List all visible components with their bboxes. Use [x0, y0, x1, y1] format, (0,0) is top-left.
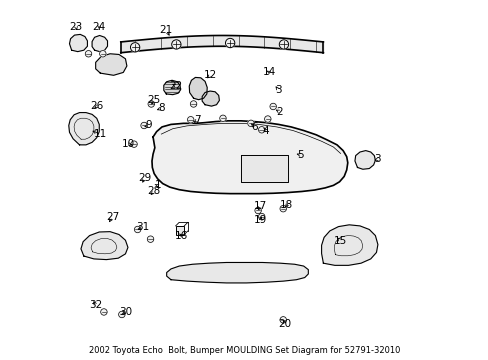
- Polygon shape: [69, 113, 99, 145]
- Circle shape: [280, 206, 286, 212]
- Circle shape: [100, 50, 106, 57]
- Text: 12: 12: [203, 70, 217, 80]
- Circle shape: [187, 117, 194, 123]
- Circle shape: [119, 311, 125, 318]
- Text: 30: 30: [119, 307, 132, 317]
- Polygon shape: [166, 262, 308, 283]
- Circle shape: [171, 40, 181, 49]
- Circle shape: [101, 309, 107, 315]
- Text: 26: 26: [90, 102, 103, 112]
- Text: 14: 14: [263, 67, 276, 77]
- Text: 1: 1: [154, 180, 161, 190]
- Text: 2: 2: [276, 107, 283, 117]
- Polygon shape: [96, 54, 126, 75]
- Polygon shape: [163, 80, 180, 95]
- Circle shape: [269, 103, 276, 110]
- Circle shape: [130, 42, 140, 52]
- Polygon shape: [92, 36, 107, 51]
- Text: 31: 31: [135, 222, 149, 232]
- Text: 18: 18: [280, 200, 293, 210]
- Circle shape: [141, 122, 147, 129]
- Circle shape: [225, 39, 234, 48]
- Circle shape: [258, 213, 264, 220]
- Text: 28: 28: [147, 186, 161, 197]
- Text: 27: 27: [106, 212, 119, 221]
- Text: 15: 15: [333, 236, 346, 246]
- Text: 7: 7: [194, 115, 201, 125]
- Circle shape: [280, 317, 286, 323]
- Circle shape: [264, 116, 270, 122]
- Text: 23: 23: [69, 22, 82, 32]
- Text: 20: 20: [278, 319, 291, 329]
- Text: 29: 29: [138, 173, 151, 183]
- Text: 2002 Toyota Echo  Bolt, Bumper MOULDING Set Diagram for 52791-32010: 2002 Toyota Echo Bolt, Bumper MOULDING S…: [89, 346, 399, 355]
- Text: 24: 24: [92, 22, 106, 32]
- Text: 3: 3: [374, 154, 381, 164]
- Text: 3: 3: [275, 85, 281, 95]
- Text: 16: 16: [175, 231, 188, 240]
- Text: 9: 9: [145, 121, 151, 130]
- Circle shape: [134, 226, 141, 233]
- Text: 17: 17: [253, 201, 267, 211]
- Text: 4: 4: [262, 126, 269, 135]
- Circle shape: [258, 127, 264, 133]
- FancyBboxPatch shape: [175, 226, 184, 234]
- Text: 19: 19: [253, 215, 267, 225]
- Circle shape: [279, 40, 288, 49]
- Text: 21: 21: [160, 25, 173, 35]
- Circle shape: [219, 115, 226, 122]
- Text: 32: 32: [89, 300, 102, 310]
- Circle shape: [147, 236, 153, 242]
- Polygon shape: [241, 155, 287, 182]
- Circle shape: [148, 101, 154, 107]
- Polygon shape: [321, 225, 377, 265]
- Polygon shape: [189, 77, 207, 100]
- Polygon shape: [152, 121, 347, 194]
- Circle shape: [131, 141, 137, 147]
- Circle shape: [190, 101, 196, 107]
- Text: 10: 10: [121, 139, 134, 149]
- Circle shape: [247, 120, 254, 127]
- Polygon shape: [354, 150, 375, 169]
- Text: 6: 6: [251, 122, 257, 132]
- Circle shape: [254, 207, 261, 214]
- Text: 25: 25: [147, 95, 161, 105]
- Text: 5: 5: [296, 150, 303, 160]
- Polygon shape: [69, 35, 87, 51]
- Polygon shape: [202, 91, 219, 106]
- Text: 8: 8: [158, 103, 164, 113]
- Text: 22: 22: [169, 81, 183, 91]
- Circle shape: [85, 50, 92, 57]
- Text: 11: 11: [94, 129, 107, 139]
- Polygon shape: [81, 231, 128, 260]
